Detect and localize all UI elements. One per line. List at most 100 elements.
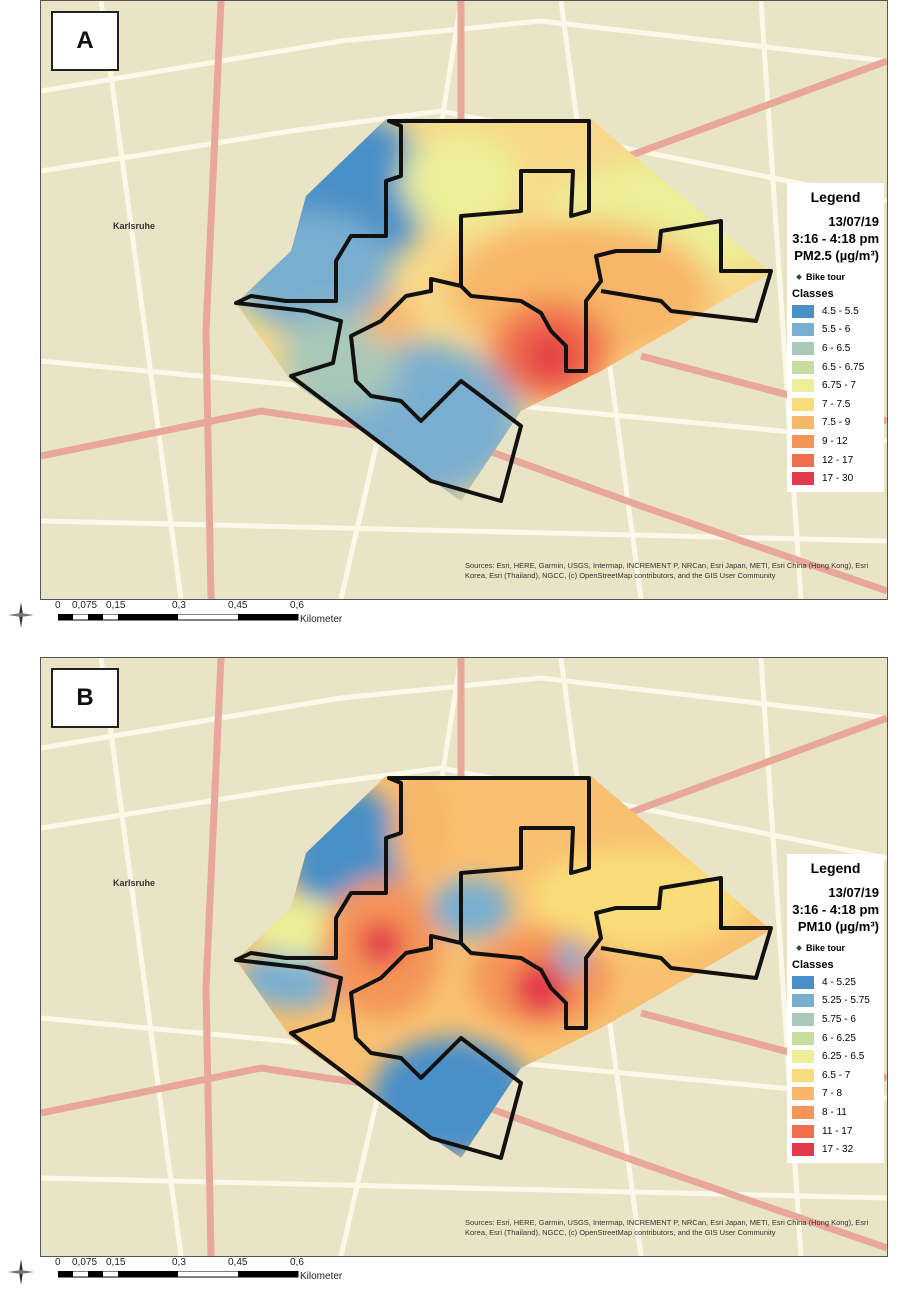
legend-pollutant: PM10 (µg/m³) [797,919,879,934]
city-label: Karlsruhe [113,878,155,888]
legend-title: Legend [810,189,861,205]
legend-swatch [792,453,814,467]
legend-swatch [792,1068,814,1082]
legend-bike-tour: Bike tour [806,272,879,282]
scale-bar: 0 0,075 0,15 0,3 0,45 0,6 Kilometer [0,598,899,638]
legend-swatch [792,397,814,411]
legend-time: 3:16 - 4:18 pm [792,902,879,917]
legend-bike-tour: Bike tour [806,943,879,953]
scale-unit: Kilometer [300,614,343,625]
legend-class-item: 5.25 - 5.75 [792,992,879,1011]
legend-class-label: 11 - 17 [822,1125,853,1137]
legend-swatch [792,416,814,430]
legend-pollutant: PM2.5 (µg/m³) [794,248,879,263]
legend: Legend 13/07/19 3:16 - 4:18 pm PM10 (µg/… [787,854,884,1163]
legend-swatch [792,1124,814,1138]
legend-swatch [792,1050,814,1064]
scale-bar-graphic [58,1271,299,1278]
legend-class-item: 7 - 7.5 [792,395,879,414]
legend: Legend 13/07/19 3:16 - 4:18 pm PM2.5 (µg… [787,183,884,492]
legend-class-label: 8 - 11 [822,1106,847,1118]
legend-date: 13/07/19 [828,885,879,900]
legend-class-label: 5.25 - 5.75 [822,995,870,1007]
legend-class-item: 7 - 8 [792,1085,879,1104]
legend-class-item: 7.5 - 9 [792,414,879,433]
legend-class-label: 6.25 - 6.5 [822,1051,865,1063]
north-arrow-icon [8,1259,34,1285]
legend-swatch [792,360,814,374]
legend-class-label: 17 - 30 [822,473,854,485]
scale-tick: 0,3 [172,600,186,611]
legend-swatch [792,1143,814,1157]
legend-class-item: 4 - 5.25 [792,973,879,992]
map-attribution: Sources: Esri, HERE, Garmin, USGS, Inter… [465,561,869,580]
legend-swatch [792,1031,814,1045]
legend-class-item: 12 - 17 [792,451,879,470]
legend-swatch [792,1012,814,1026]
scale-bar-graphic [58,614,299,621]
scale-tick: 0,6 [290,1257,304,1268]
legend-class-item: 6.5 - 7 [792,1066,879,1085]
legend-swatch [792,472,814,486]
panel-label: A [51,11,119,71]
legend-class-item: 6.75 - 7 [792,376,879,395]
legend-class-label: 6 - 6.5 [822,342,851,354]
basemap-with-heatmap: Karlsruhe [41,658,887,1256]
legend-class-item: 6 - 6.5 [792,339,879,358]
legend-class-label: 7 - 7.5 [822,398,851,410]
scale-unit: Kilometer [300,1271,343,1282]
legend-class-item: 8 - 11 [792,1103,879,1122]
legend-class-label: 17 - 32 [822,1144,854,1156]
legend-title: Legend [810,860,861,876]
map-panel-b: Karlsruhe B Legend 13/07/19 3:16 - 4:18 … [0,657,899,1297]
legend-class-item: 4.5 - 5.5 [792,302,879,321]
legend-class-label: 7.5 - 9 [822,417,851,429]
scale-tick: 0,45 [228,1257,248,1268]
legend-class-item: 5.75 - 6 [792,1010,879,1029]
legend-swatch [792,304,814,318]
bike-tour-route [234,119,773,503]
legend-class-label: 6.75 - 7 [822,380,856,392]
legend-class-label: 4.5 - 5.5 [822,305,859,317]
legend-class-label: 12 - 17 [822,454,854,466]
legend-class-item: 6 - 6.25 [792,1029,879,1048]
legend-class-label: 7 - 8 [822,1088,843,1100]
legend-class-label: 6.5 - 6.75 [822,361,865,373]
legend-class-label: 6 - 6.25 [822,1032,856,1044]
legend-class-list: 4.5 - 5.5 5.5 - 6 6 - 6.5 6.5 - 6.75 6.75 - … [792,302,879,488]
legend-class-list: 4 - 5.25 5.25 - 5.75 5.75 - 6 6 - 6.25 6.25 … [792,973,879,1159]
legend-swatch [792,379,814,393]
legend-swatch [792,975,814,989]
legend-swatch [792,323,814,337]
scale-tick: 0 [55,1257,61,1268]
legend-class-label: 5.5 - 6 [822,324,851,336]
map-view[interactable]: Karlsruhe A Legend 13/07/19 3:16 - 4:18 … [40,0,888,600]
legend-swatch [792,994,814,1008]
city-label: Karlsruhe [113,221,155,231]
scale-tick: 0,6 [290,600,304,611]
legend-class-label: 4 - 5.25 [822,976,856,988]
legend-class-item: 17 - 32 [792,1140,879,1159]
legend-classes-title: Classes [792,288,834,300]
bike-tour-route [234,776,773,1160]
legend-class-label: 6.5 - 7 [822,1069,851,1081]
legend-class-item: 5.5 - 6 [792,321,879,340]
legend-swatch [792,434,814,448]
scale-bar: 0 0,075 0,15 0,3 0,45 0,6 Kilometer [0,1255,899,1295]
scale-tick: 0,3 [172,1257,186,1268]
legend-class-label: 5.75 - 6 [822,1013,856,1025]
legend-class-item: 6.25 - 6.5 [792,1047,879,1066]
legend-class-item: 17 - 30 [792,469,879,488]
legend-time: 3:16 - 4:18 pm [792,231,879,246]
scale-tick: 0,45 [228,600,248,611]
scale-tick: 0,075 [72,600,98,611]
map-view[interactable]: Karlsruhe B Legend 13/07/19 3:16 - 4:18 … [40,657,888,1257]
north-arrow-icon [8,602,34,628]
basemap-with-heatmap: Karlsruhe [41,1,887,599]
scale-tick: 0,075 [72,1257,98,1268]
legend-classes-title: Classes [792,959,834,971]
legend-swatch [792,341,814,355]
scale-tick: 0 [55,600,61,611]
scale-tick: 0,15 [106,1257,126,1268]
map-panel-a: Karlsruhe A Legend 13/07/19 3:16 - 4:18 … [0,0,899,640]
